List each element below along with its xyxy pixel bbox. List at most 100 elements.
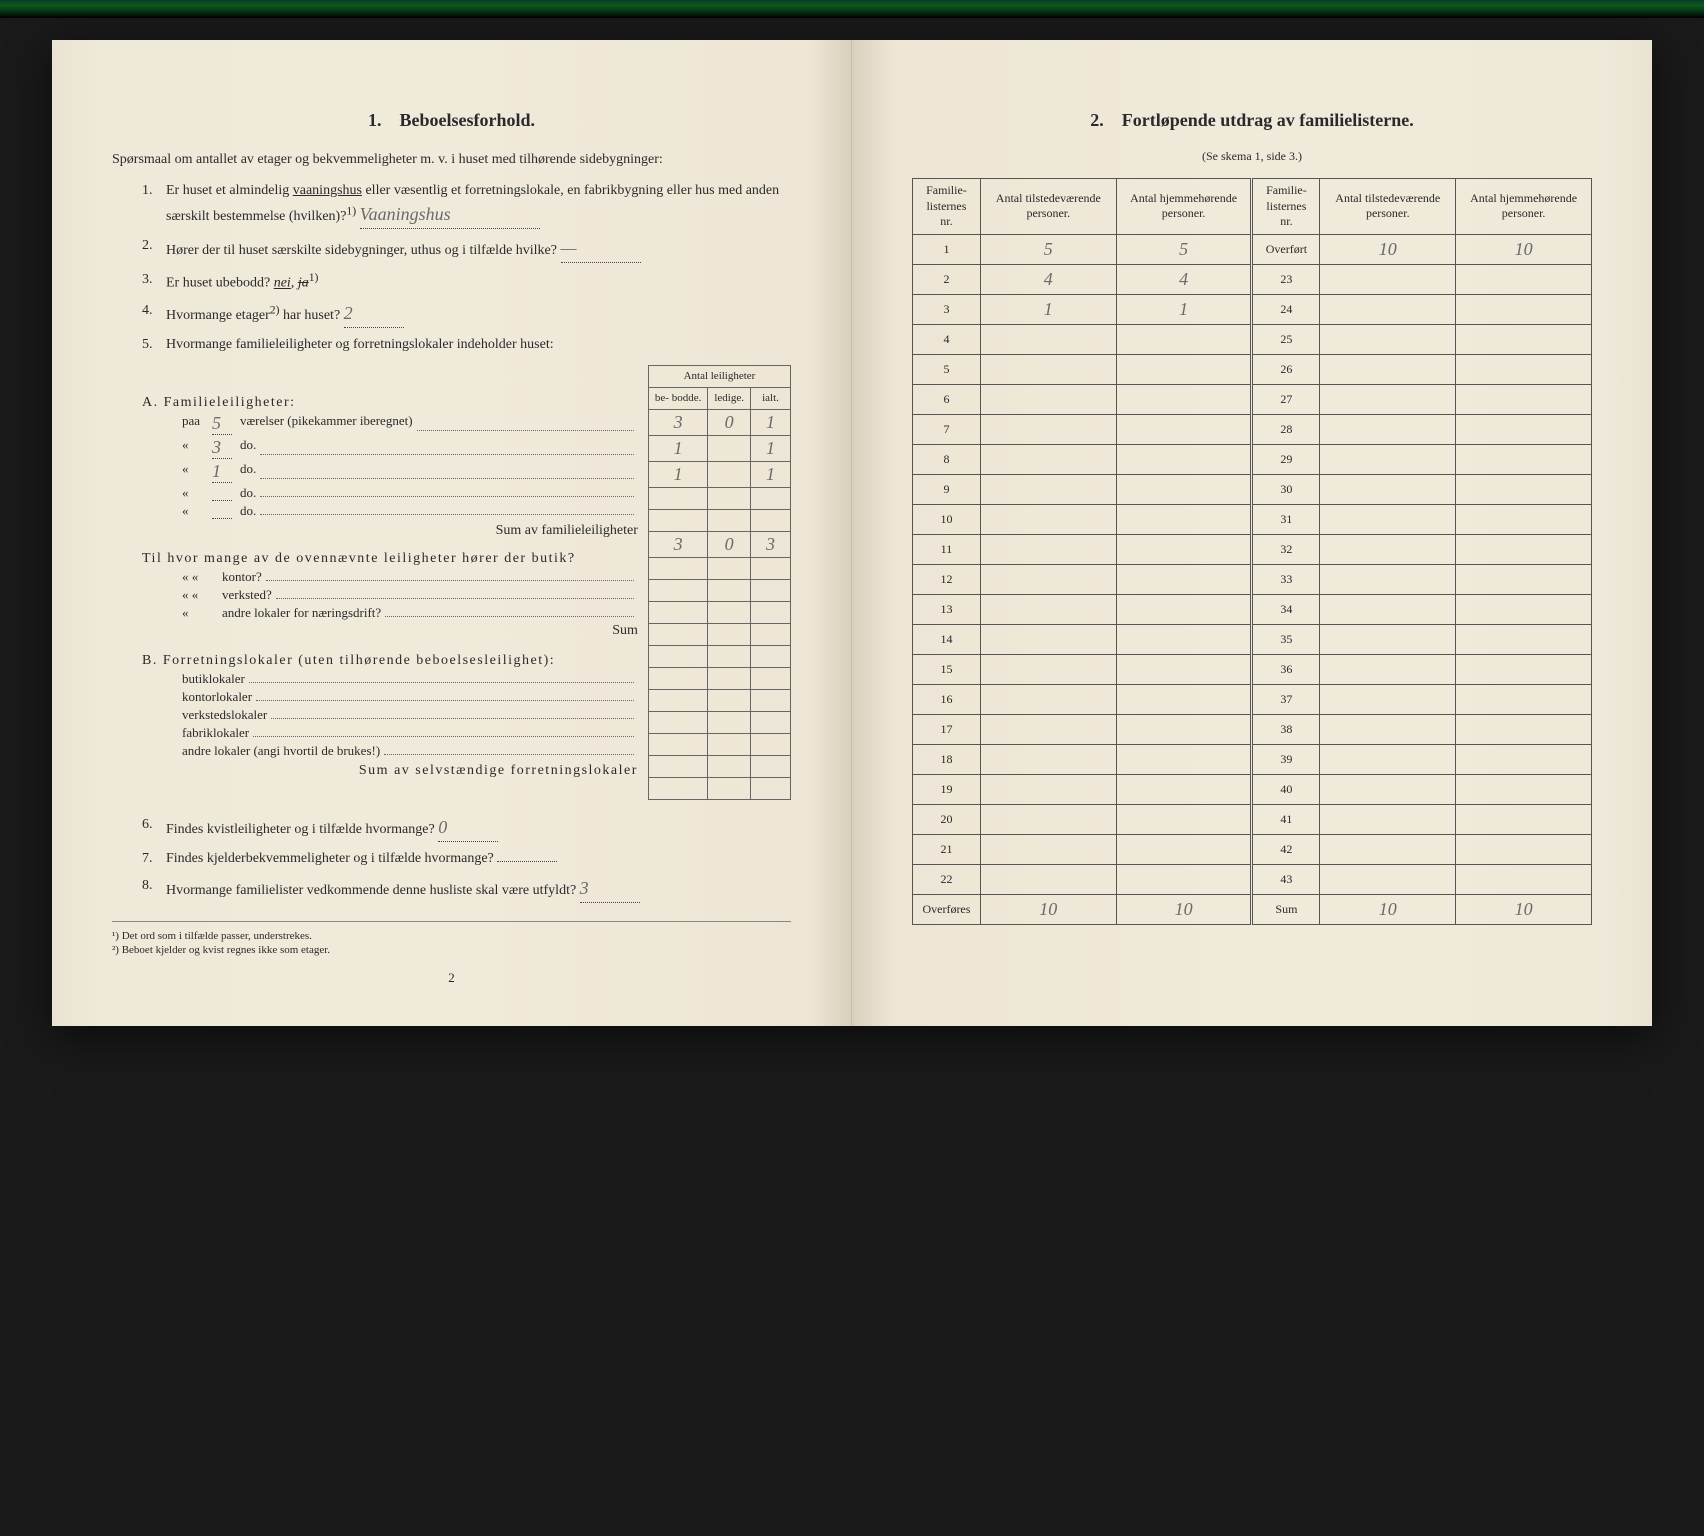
table-row: 8 29 <box>913 444 1592 474</box>
table-footer-row: Overføres 10 10 Sum 10 10 <box>913 894 1592 924</box>
a-row: « 1 do. <box>182 461 638 483</box>
a-row: paa 5 værelser (pikekammer iberegnet) <box>182 413 638 435</box>
a-row: « 3 do. <box>182 437 638 459</box>
small-table-row <box>648 711 790 733</box>
belong-row: « andre lokaler for næringsdrift? <box>182 605 638 621</box>
right-subtitle: (Se skema 1, side 3.) <box>912 149 1592 164</box>
table-row: 19 40 <box>913 774 1592 804</box>
q1: 1. Er huset et almindelig vaaningshus el… <box>142 180 791 229</box>
b-row: butiklokaler <box>182 671 638 687</box>
q1-answer: Vaaningshus <box>360 201 540 229</box>
q8-answer: 3 <box>580 875 640 903</box>
small-table-row <box>648 689 790 711</box>
title-text: Fortløpende utdrag av familielisterne. <box>1122 110 1414 130</box>
small-table-row: 11 <box>648 461 790 487</box>
q6: 6. Findes kvistleiligheter og i tilfælde… <box>142 814 791 842</box>
table-row: 12 33 <box>913 564 1592 594</box>
table-row: 10 31 <box>913 504 1592 534</box>
small-table-row <box>648 755 790 777</box>
right-section-title: 2. Fortløpende utdrag av familielisterne… <box>912 110 1592 131</box>
small-table-row: 303 <box>648 531 790 557</box>
b-row: kontorlokaler <box>182 689 638 705</box>
intro-text: Spørsmaal om antallet av etager og bekve… <box>112 149 791 170</box>
table-row: 15 36 <box>913 654 1592 684</box>
q4: 4. Hvormange etager2) har huset? 2 <box>142 300 791 328</box>
book-spread: 1. Beboelsesforhold. Spørsmaal om antall… <box>52 40 1652 1026</box>
q7-answer <box>497 861 557 862</box>
q7: 7. Findes kjelderbekvemmeligheter og i t… <box>142 848 791 869</box>
section-a-wrap: A. Familieleiligheter: paa 5 værelser (p… <box>142 361 791 800</box>
col-h5: Antal tilstedeværende personer. <box>1320 179 1456 235</box>
small-table-row <box>648 623 790 645</box>
q8: 8. Hvormange familielister vedkommende d… <box>142 875 791 903</box>
b-row: fabriklokaler <box>182 725 638 741</box>
section-a-labels: A. Familieleiligheter: paa 5 værelser (p… <box>142 361 638 779</box>
page-right: 2. Fortløpende utdrag av familielisterne… <box>852 40 1652 1026</box>
table-row: 21 42 <box>913 834 1592 864</box>
table-row: 17 38 <box>913 714 1592 744</box>
small-table-row <box>648 601 790 623</box>
table-row: 20 41 <box>913 804 1592 834</box>
table-row: 9 30 <box>913 474 1592 504</box>
footnote-2: ²) Beboet kjelder og kvist regnes ikke s… <box>112 944 791 956</box>
a-sum-label: Sum av familieleiligheter <box>142 523 638 539</box>
b-row: andre lokaler (angi hvortil de brukes!) <box>182 743 638 759</box>
title-num: 1. <box>368 110 382 130</box>
q6-answer: 0 <box>438 814 498 842</box>
familieliste-table: Familie- listernes nr. Antal tilstedevær… <box>912 178 1592 925</box>
small-table-row <box>648 645 790 667</box>
belong-row: « « verksted? <box>182 587 638 603</box>
belong-sum-label: Sum <box>142 623 638 639</box>
small-table-row <box>648 733 790 755</box>
page-number: 2 <box>112 970 791 986</box>
table-row: 13 34 <box>913 594 1592 624</box>
small-table-row <box>648 777 790 799</box>
table-row: 22 43 <box>913 864 1592 894</box>
belong-intro: Til hvor mange av de ovennævnte leilighe… <box>142 551 638 567</box>
table-row: 6 27 <box>913 384 1592 414</box>
footnote-1: ¹) Det ord som i tilfælde passer, unders… <box>112 930 791 942</box>
a-row: « do. <box>182 485 638 501</box>
col-h3: Antal hjemmehørende personer. <box>1116 179 1252 235</box>
table-row: 5 26 <box>913 354 1592 384</box>
small-table-row: 11 <box>648 435 790 461</box>
title-num: 2. <box>1090 110 1104 130</box>
table-row: 7 28 <box>913 414 1592 444</box>
small-table-row: 301 <box>648 409 790 435</box>
table-row: 11 32 <box>913 534 1592 564</box>
col-h6: Antal hjemmehørende personer. <box>1456 179 1592 235</box>
small-table-row <box>648 509 790 531</box>
q5: 5. Hvormange familieleiligheter og forre… <box>142 334 791 355</box>
table-row: 3 1 1 24 <box>913 294 1592 324</box>
table-row: 14 35 <box>913 624 1592 654</box>
title-text: Beboelsesforhold. <box>399 110 535 130</box>
q4-answer: 2 <box>344 300 404 328</box>
section-b-title: B. Forretningslokaler (uten tilhørende b… <box>142 653 638 669</box>
small-table-row <box>648 557 790 579</box>
q2: 2. Hører der til huset særskilte sidebyg… <box>142 235 791 263</box>
belong-row: « « kontor? <box>182 569 638 585</box>
q3: 3. Er huset ubebodd? nei, ja1) <box>142 269 791 294</box>
small-table-row <box>648 667 790 689</box>
b-sum-label: Sum av selvstændige forretningslokaler <box>142 763 638 779</box>
q2-answer: — <box>561 235 641 263</box>
question-list: 1. Er huset et almindelig vaaningshus el… <box>142 180 791 903</box>
section-a-title: A. Familieleiligheter: <box>142 395 638 411</box>
table-row: 2 4 4 23 <box>913 264 1592 294</box>
table-row: 16 37 <box>913 684 1592 714</box>
table-row: 1 5 5 Overført 10 10 <box>913 234 1592 264</box>
footnotes: ¹) Det ord som i tilfælde passer, unders… <box>112 921 791 956</box>
b-row: verkstedslokaler <box>182 707 638 723</box>
col-h2: Antal tilstedeværende personer. <box>980 179 1116 235</box>
small-table-row <box>648 579 790 601</box>
left-section-title: 1. Beboelsesforhold. <box>112 110 791 131</box>
leilighet-table: Antal leiligheter be- bodde. ledige. ial… <box>648 365 791 800</box>
col-h1: Familie- listernes nr. <box>913 179 981 235</box>
viewer-top-bar <box>0 0 1704 18</box>
col-h4: Familie- listernes nr. <box>1252 179 1320 235</box>
table-row: 4 25 <box>913 324 1592 354</box>
a-row: « do. <box>182 503 638 519</box>
small-table-row <box>648 487 790 509</box>
table-row: 18 39 <box>913 744 1592 774</box>
page-left: 1. Beboelsesforhold. Spørsmaal om antall… <box>52 40 852 1026</box>
